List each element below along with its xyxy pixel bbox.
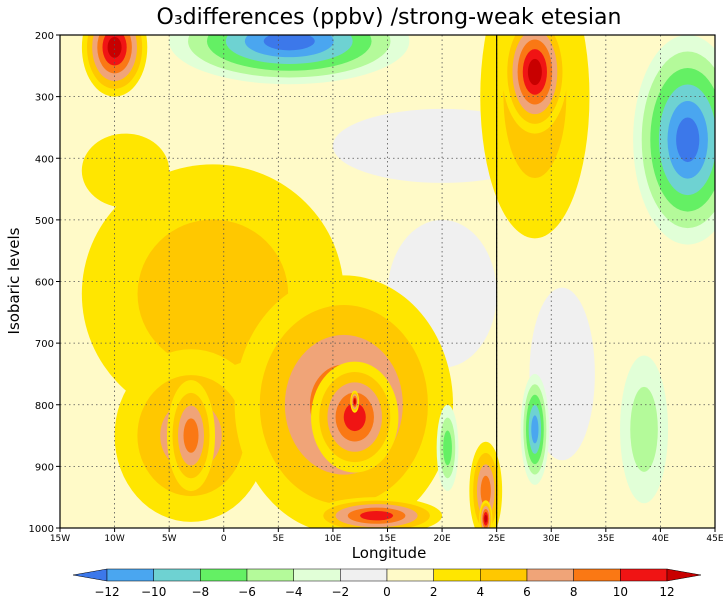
x-tick-label: 15E	[379, 534, 396, 544]
colorbar-label: 8	[570, 585, 578, 597]
x-tick-label: 35E	[597, 534, 614, 544]
top-negative-band	[263, 35, 315, 51]
bottom-center-band	[360, 510, 394, 521]
y-tick-label: 700	[35, 339, 54, 350]
top-left-positive	[81, 35, 148, 97]
y-tick-label: 600	[35, 278, 54, 289]
left-core-band	[183, 418, 199, 453]
east-core-band	[527, 58, 542, 86]
y-tick-label: 800	[35, 401, 54, 412]
colorbar-label: −4	[285, 585, 303, 597]
east-right-negative	[633, 35, 715, 245]
colorbar-label: 12	[659, 585, 674, 597]
center-core-band	[343, 403, 366, 432]
top-left-positive-band	[107, 36, 122, 58]
x-tick-label: 10W	[104, 534, 124, 544]
neg-column-40e	[620, 355, 669, 504]
colorbar-label: −6	[238, 585, 256, 597]
neg-column-28e-band	[531, 415, 539, 444]
top-negative	[169, 35, 410, 85]
mid-left-positive-band	[137, 219, 289, 369]
pos-peak-24e	[479, 500, 493, 528]
left-upper-positive	[81, 133, 170, 208]
grid-lines	[60, 35, 715, 528]
x-tick-label: 0	[221, 534, 227, 544]
colorbar-segment	[340, 568, 388, 582]
center-core	[311, 361, 399, 473]
neg-column-40e-band	[630, 386, 658, 472]
y-tick-label: 500	[35, 216, 54, 227]
colorbar-arrow-right	[666, 568, 702, 582]
x-tick-label: 30E	[543, 534, 560, 544]
colorbar-label: −12	[94, 585, 119, 597]
neg-column-28e	[520, 373, 550, 485]
colorbar-segment	[573, 568, 621, 582]
colorbar: −12 −10 −8 −6 −4 −2 0 2 4 6 8 10 12	[72, 568, 702, 597]
x-tick-label: 5W	[162, 534, 177, 544]
x-tick-label: 45E	[706, 534, 723, 544]
colorbar-label: −2	[331, 585, 349, 597]
colorbar-arrow-left	[72, 568, 108, 582]
colorbar-label: 2	[430, 585, 438, 597]
colorbar-label: 0	[383, 585, 391, 597]
left-core	[167, 380, 215, 492]
colorbar-segment	[293, 568, 341, 582]
y-tick-label: 200	[35, 31, 54, 42]
y-axis-label: Isobaric levels	[5, 227, 23, 334]
colorbar-label: 4	[477, 585, 485, 597]
colorbar-label: −10	[141, 585, 166, 597]
chart-title: O₃differences (ppbv) /strong-weak etesia…	[157, 5, 622, 30]
colorbar-label: 6	[523, 585, 531, 597]
pos-column-24e	[469, 441, 503, 528]
y-tick-label: 900	[35, 462, 54, 473]
colorbar-segment	[526, 568, 574, 582]
east-core	[502, 35, 568, 134]
colorbar-segment	[153, 568, 201, 582]
x-tick-label: 10E	[324, 534, 341, 544]
colorbar-segment	[106, 568, 154, 582]
colorbar-segment	[200, 568, 248, 582]
colorbar-label: −8	[191, 585, 209, 597]
neg-column-20e	[436, 404, 459, 491]
center-peak-band	[353, 399, 356, 405]
colorbar-segment	[246, 568, 294, 582]
east-right-negative-band	[676, 117, 700, 163]
y-tick-label: 300	[35, 93, 54, 104]
y-axis: 200 300 400 500 600 700 800 900 1000	[29, 31, 60, 535]
colorbar-segment	[433, 568, 481, 582]
neg-column-20e-band	[443, 430, 452, 466]
x-axis-label: Longitude	[352, 544, 427, 562]
colorbar-segment	[620, 568, 668, 582]
x-tick-label: 25E	[488, 534, 505, 544]
colorbar-label: 10	[613, 585, 628, 597]
contour-fields	[81, 35, 715, 528]
x-axis: 15W 10W 5W 0 5E 10E 15E 20E 25E 30E 35E 40E 45E	[50, 528, 724, 544]
x-tick-label: 40E	[652, 534, 669, 544]
colorbar-segment	[480, 568, 528, 582]
y-tick-label: 400	[35, 154, 54, 165]
pos-peak-24e-band	[484, 514, 488, 523]
y-tick-label: 1000	[29, 524, 54, 535]
pos-column-24e-band	[480, 475, 491, 507]
x-tick-label: 15W	[50, 534, 70, 544]
bottom-center	[311, 497, 443, 528]
left-upper-positive-band	[81, 133, 170, 208]
x-tick-label: 5E	[273, 534, 285, 544]
center-peak	[350, 390, 360, 413]
colorbar-segment	[386, 568, 434, 582]
x-tick-label: 20E	[434, 534, 451, 544]
